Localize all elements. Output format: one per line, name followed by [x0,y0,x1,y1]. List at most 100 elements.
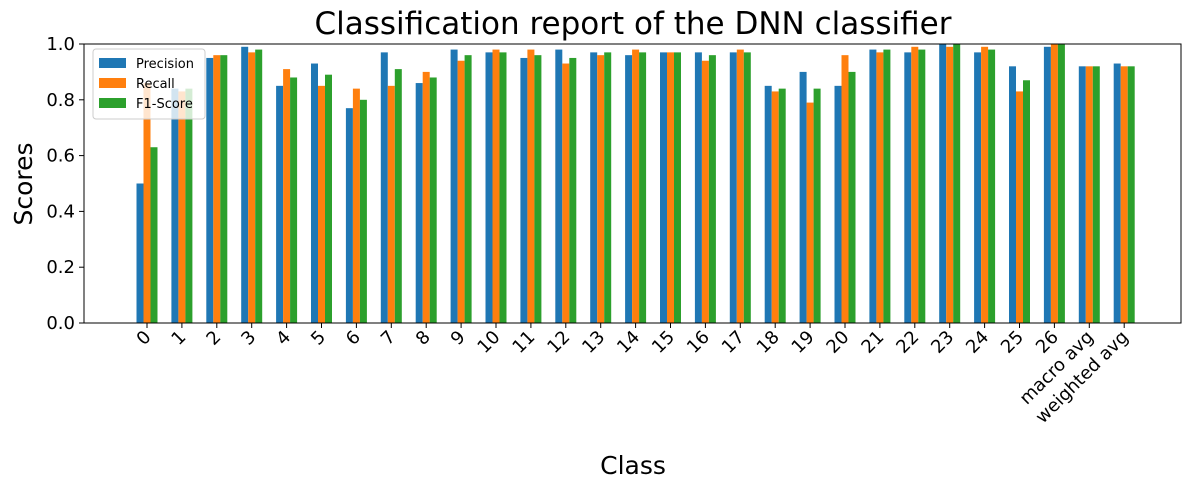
y-axis-title: Scores [9,142,38,225]
x-tick-label: 14 [613,327,644,358]
legend-label: F1-Score [136,97,193,112]
bar-f1-score-24 [988,49,996,323]
bar-precision-5 [311,63,318,323]
bar-precision-19 [799,71,807,324]
x-tick-label: 12 [543,327,574,358]
bar-precision-25 [1009,66,1016,323]
x-tick-label: 10 [473,327,504,358]
bar-recall-11 [527,49,535,323]
bar-recall-5 [318,85,325,323]
bar-precision-26 [1043,46,1051,323]
x-tick-label: 13 [578,327,609,358]
bar-recall-25 [1016,91,1023,324]
bar-recall-24 [981,46,989,323]
x-tick-label: 21 [857,327,888,358]
bar-f1-score-9 [464,55,472,323]
bar-f1-score-7 [394,69,402,323]
x-tick-label: 8 [412,327,435,350]
x-tick-label: 25 [997,327,1028,358]
bar-precision-6 [345,108,353,323]
bar-f1-score-1 [185,88,193,323]
x-tick-label: 22 [892,327,923,358]
bar-precision-3 [241,46,249,323]
bar-recall-macro-avg [1085,66,1093,323]
x-tick-label: 11 [508,327,539,358]
x-tick-label: 7 [377,327,400,350]
bar-f1-score-macro-avg [1092,66,1100,323]
x-tick-label: 19 [788,327,819,358]
x-tick-label: 6 [342,327,365,350]
bar-f1-score-25 [1023,80,1030,324]
bar-f1-score-10 [499,52,507,324]
bar-f1-score-weighted-avg [1127,66,1135,323]
x-axis-title: Class [600,451,666,480]
bar-precision-4 [276,85,284,323]
bar-recall-weighted-avg [1120,66,1128,323]
bar-f1-score-8 [429,77,437,323]
x-tick-label: 20 [822,327,853,358]
bar-precision-14 [625,55,633,323]
bar-f1-score-16 [708,55,716,323]
bar-precision-10 [485,52,493,324]
plot-frame [83,43,1182,324]
chart-title: Classification report of the DNN classif… [315,6,952,42]
x-tick-label: 4 [272,327,295,350]
x-tick-label: 9 [447,327,470,350]
bar-recall-21 [876,52,884,324]
legend: Precision Recall F1-Score [92,48,206,120]
bar-recall-4 [283,69,291,323]
bar-f1-score-14 [639,52,647,324]
bar-precision-15 [660,52,667,324]
bar-recall-17 [736,49,744,323]
legend-label: Precision [136,57,194,72]
y-tick-label: 0.2 [46,257,75,278]
legend-swatch-recall [99,78,126,88]
y-tick-label: 0.0 [46,313,75,334]
bar-f1-score-19 [813,88,821,323]
x-tick-label: 16 [683,327,714,358]
bar-precision-2 [206,57,214,323]
bar-recall-23 [946,46,954,323]
bar-precision-1 [171,88,179,323]
bar-recall-13 [597,55,605,323]
legend-swatch-f1-score [99,98,126,108]
x-tick-label: 23 [927,327,958,358]
bar-precision-17 [729,52,737,324]
bar-precision-16 [694,52,702,324]
bar-f1-score-21 [883,49,891,323]
x-tick-label: 2 [202,327,225,350]
bar-recall-22 [911,46,919,323]
bar-precision-7 [380,52,388,324]
bar-recall-0 [143,83,151,323]
bar-precision-20 [834,85,842,323]
bar-precision-18 [764,85,772,323]
x-tick-label: 24 [962,327,993,358]
bar-precision-weighted-avg [1113,63,1121,323]
bar-f1-score-12 [569,57,577,323]
bar-recall-12 [562,63,570,323]
y-tick-label: 0.6 [46,146,75,167]
bar-recall-8 [422,71,430,324]
x-tick-label: 18 [753,327,784,358]
bar-precision-21 [869,49,877,323]
y-tick-label: 1.0 [46,34,75,55]
bar-precision-23 [939,44,947,323]
bar-recall-2 [213,55,221,323]
bar-f1-score-13 [604,52,612,324]
bar-f1-score-18 [778,88,786,323]
bar-recall-7 [387,85,395,323]
bar-f1-score-4 [290,77,298,323]
legend-items: Precision Recall F1-Score [99,57,194,112]
bar-f1-score-11 [534,55,542,323]
bar-f1-score-2 [220,55,228,323]
bar-precision-22 [904,52,912,324]
bar-precision-11 [520,57,528,323]
x-axis-ticks: 0 1 2 3 4 5 6 7 8 9 10 11 12 13 14 15 16 17 18 19 20 21 22 23 24… [133,323,1133,428]
bar-precision-8 [415,83,423,323]
bar-f1-score-0 [150,147,158,323]
bar-f1-score-17 [743,52,751,324]
x-tick-label: 17 [718,327,749,358]
bar-recall-1 [178,91,186,324]
bar-f1-score-23 [953,44,961,323]
bar-f1-score-3 [255,49,263,323]
